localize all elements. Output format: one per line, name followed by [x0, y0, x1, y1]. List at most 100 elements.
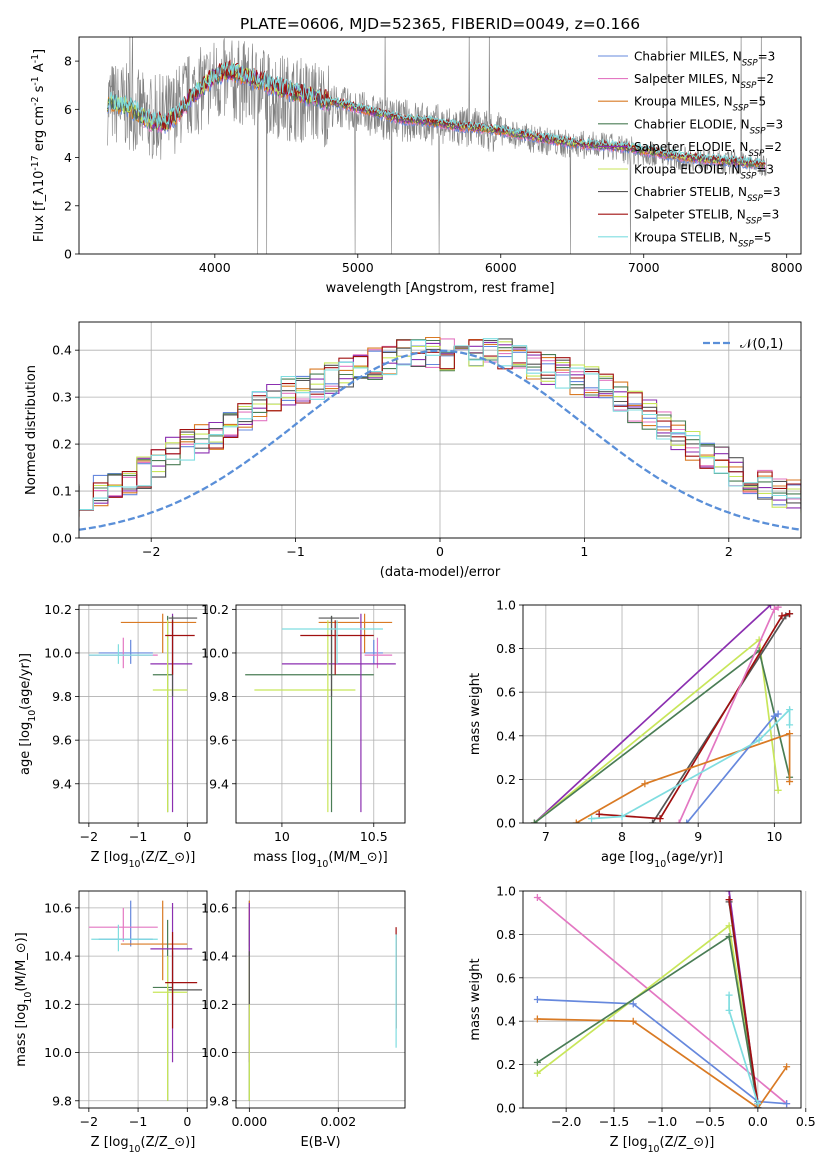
weight-marker-chabrier_miles: [774, 710, 782, 718]
weight-marker-chabrier_stelib: [648, 819, 656, 823]
y-tick-label: 10.2: [44, 997, 72, 1012]
weight-line-salpeter_stelib: [728, 899, 759, 1104]
axes-frame: [522, 604, 802, 824]
legend-label: 𝒩(0,1): [740, 337, 783, 352]
weight-marker-salpeter_miles: [770, 605, 778, 613]
x-tick-label: 10: [274, 829, 290, 844]
plot-area-residuals: [79, 336, 801, 531]
y-tick-label: 10.6: [201, 900, 229, 915]
x-tick-label: 9: [694, 829, 702, 844]
x-tick-label: 8: [618, 829, 626, 844]
x-tick-label: 1: [580, 544, 588, 559]
plot-area-mass_vs_ebv: [248, 900, 397, 1101]
weight-line-salpeter_elodie: [533, 605, 772, 823]
x-tick-label: 0.002: [320, 1114, 356, 1129]
weight-marker-kroupa_stelib: [618, 812, 626, 820]
axes-age_vs_mass: 10 10.5 9.4 9.6 9.8 10.0 10.2 mass [log10(M/M_⊙…: [201, 602, 406, 870]
weight-line-chabrier_elodie: [533, 649, 791, 823]
weight-marker-salpeter_stelib: [595, 810, 603, 818]
x-tick-label: 10.5: [360, 829, 388, 844]
y-tick-label: 10.0: [44, 645, 72, 660]
weight-marker-salpeter_stelib: [778, 612, 786, 620]
weight-marker-kroupa_miles: [786, 778, 794, 786]
y-tick-label: 0.3: [52, 390, 72, 405]
y-tick-label: 10.0: [44, 1045, 72, 1060]
x-axis-label: E(B-V): [300, 1135, 340, 1150]
y-axis-label: mass [log10(M/M_⊙)]: [14, 932, 34, 1067]
axes-residuals: −2 −1 0 1 2 0.0 0.1 0.2 0.3 0.4 (data-model)/error…: [24, 321, 802, 580]
y-tick-label: 0.8: [496, 641, 516, 656]
weight-marker-kroupa_elodie: [533, 1069, 541, 1077]
model-spectrum-kroupa_stelib: [107, 62, 766, 165]
y-tick-label: 0.6: [496, 970, 516, 985]
histogram-chabrier_miles: [79, 345, 801, 516]
x-tick-label: 0: [436, 544, 444, 559]
x-axis-label: age [log10(age/yr)]: [601, 850, 723, 870]
weight-marker-kroupa_stelib: [786, 706, 794, 714]
axes-frame: [522, 890, 802, 1109]
x-tick-label: −2: [80, 829, 98, 844]
y-tick-label: 10.4: [44, 949, 72, 964]
histogram-chabrier_elodie: [79, 339, 801, 511]
plot-area-age_vs_Z: [88, 613, 198, 813]
y-tick-label: 10.0: [201, 1045, 229, 1060]
plot-area-weight_vs_Z: [533, 891, 791, 1108]
legend-label: Chabrier STELIB, NSSP=3: [634, 185, 781, 204]
weight-marker-chabrier_miles: [683, 819, 691, 823]
y-tick-label: 9.8: [209, 1093, 229, 1108]
y-tick-label: 0.0: [496, 816, 516, 831]
weight-marker-kroupa_miles: [783, 1063, 791, 1071]
weight-line-kroupa_miles: [575, 732, 791, 823]
y-tick-label: 10.6: [44, 900, 72, 915]
axes-spectrum: 4000 5000 6000 7000 8000 0 2 4 6 8 wavelength [Ang…: [30, 36, 803, 296]
x-tick-label: 10: [766, 829, 782, 844]
weight-marker-chabrier_miles: [629, 1000, 637, 1008]
legend: Chabrier MILES, NSSP=3 Salpeter MILES, NS…: [598, 50, 783, 249]
y-tick-label: 0: [64, 247, 72, 262]
y-tick-label: 6: [64, 102, 72, 117]
y-tick-label: 9.4: [52, 776, 72, 791]
y-tick-label: 1.0: [496, 598, 516, 613]
x-tick-label: 0.000: [231, 1114, 267, 1129]
weight-line-kroupa_elodie: [536, 924, 759, 1108]
y-tick-label: 0.6: [496, 685, 516, 700]
y-tick-label: 0.2: [52, 437, 72, 452]
weight-marker-kroupa_miles: [533, 1015, 541, 1023]
x-tick-label: 0: [183, 829, 191, 844]
y-tick-label: 0.4: [52, 343, 72, 358]
x-tick-label: 8000: [771, 260, 803, 275]
weight-marker-kroupa_miles: [786, 730, 794, 738]
axes-frame: [78, 604, 208, 824]
y-tick-label: 0.2: [496, 1057, 516, 1072]
histogram-kroupa_stelib: [79, 338, 801, 511]
histogram-chabrier_stelib: [79, 338, 801, 511]
x-axis-label: Z [log10(Z/Z_⊙)]: [91, 850, 196, 870]
weight-line-salpeter_miles: [678, 606, 779, 823]
x-axis-label: (data-model)/error: [380, 565, 501, 580]
weight-marker-kroupa_stelib: [588, 815, 596, 823]
y-tick-label: 1.0: [496, 884, 516, 899]
weight-marker-kroupa_stelib: [725, 1006, 733, 1014]
x-tick-label: 5000: [342, 260, 374, 275]
axes-mass_vs_ebv: 0.000 0.002 9.8 10.0 10.2 10.4 10.6 E(B-V): [201, 890, 406, 1150]
legend-label: Kroupa MILES, NSSP=5: [634, 95, 766, 114]
figure-title: PLATE=0606, MJD=52365, FIBERID=0049, z=0…: [240, 15, 640, 33]
weight-marker-salpeter_miles: [675, 819, 683, 823]
axes-frame: [235, 604, 406, 824]
x-tick-label: −2: [142, 544, 160, 559]
y-tick-label: 0.4: [496, 728, 516, 743]
weight-marker-kroupa_elodie: [725, 922, 733, 930]
weight-line-kroupa_miles: [537, 1018, 788, 1108]
histogram-salpeter_stelib: [79, 339, 801, 511]
weight-marker-kroupa_stelib: [786, 721, 794, 729]
x-tick-label: 2: [725, 544, 733, 559]
weight-line-chabrier_elodie: [536, 935, 759, 1108]
x-tick-label: −0.5: [695, 1114, 725, 1129]
x-tick-label: 0.0: [748, 1114, 768, 1129]
histogram-kroupa_miles: [79, 336, 801, 518]
y-tick-label: 8: [64, 54, 72, 69]
histogram-salpeter_miles: [79, 338, 801, 517]
plot-area-weight_vs_age: [530, 605, 794, 823]
y-tick-label: 0.2: [496, 772, 516, 787]
y-tick-label: 0.0: [496, 1101, 516, 1116]
